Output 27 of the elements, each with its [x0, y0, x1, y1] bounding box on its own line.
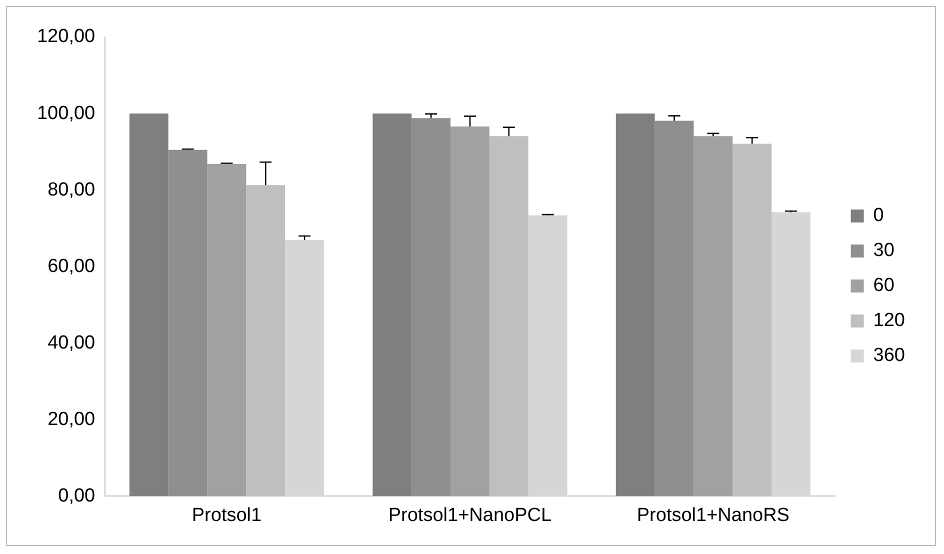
y-tick-label: 100,00	[36, 102, 96, 124]
bar	[372, 114, 412, 496]
y-tick-label: 80,00	[48, 179, 96, 200]
y-tick-label: 0,00	[58, 485, 96, 506]
bar	[772, 212, 810, 496]
y-tick-label: 40,00	[48, 332, 96, 354]
bar	[450, 126, 490, 496]
bar	[616, 114, 655, 496]
bar	[412, 118, 450, 496]
bar	[694, 136, 733, 496]
bar	[207, 164, 246, 496]
y-tick-label: 120,00	[36, 26, 96, 48]
legend-label: 60	[873, 275, 894, 296]
bar	[654, 120, 694, 496]
legend-label: 120	[873, 310, 905, 332]
legend-label: 30	[873, 240, 894, 262]
x-tick-label: Protsol1+NanoRS	[636, 504, 790, 526]
legend-label: 360	[873, 345, 905, 366]
y-tick-label: 60,00	[48, 256, 96, 277]
x-tick-label: Protsol1	[192, 504, 262, 526]
bar	[528, 215, 568, 496]
bar	[285, 240, 324, 496]
x-tick-label: Protsol1+NanoPCL	[388, 504, 552, 526]
bar	[129, 114, 168, 496]
legend-label: 0	[873, 205, 884, 226]
bar	[168, 150, 208, 496]
y-tick-label: 20,00	[48, 408, 96, 430]
